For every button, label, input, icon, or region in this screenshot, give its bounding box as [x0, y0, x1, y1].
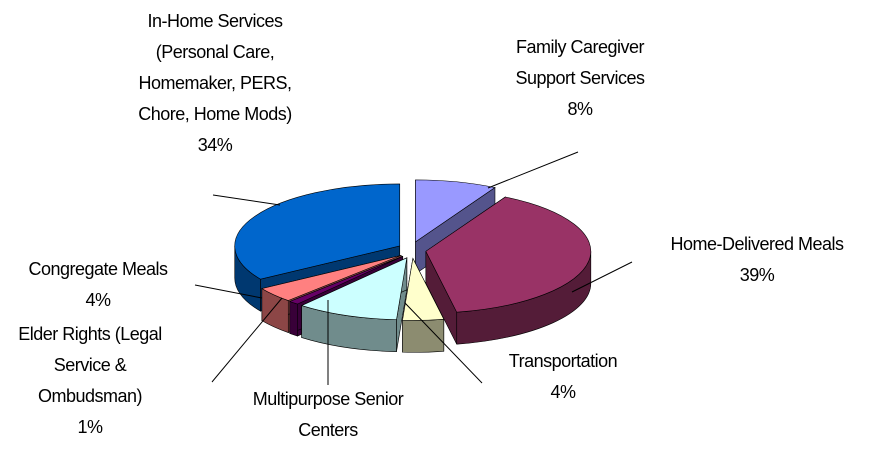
slice-label: Chore, Home Mods) [138, 104, 292, 124]
slice-label: Home-Delivered Meals [670, 234, 844, 254]
slice-top [234, 183, 401, 280]
leader-line [404, 302, 483, 384]
slice-top [288, 256, 403, 305]
slice-label: (Personal Care, [156, 42, 275, 62]
leader-line [571, 261, 633, 293]
slice-top [415, 179, 496, 243]
leader-line [212, 194, 281, 206]
slice-side [402, 318, 445, 353]
leader-line [211, 297, 283, 383]
slice-label: Elder Rights (Legal [18, 324, 162, 344]
slice-top [402, 257, 445, 321]
slice-top [261, 255, 402, 301]
slice-label: Centers [298, 420, 358, 440]
slice-label: Service & [54, 355, 127, 375]
slice-value-label: 8% [567, 99, 593, 119]
slice-value-label: 1% [77, 417, 103, 437]
slice-label: Homemaker, PERS, [138, 73, 291, 93]
slice-value-label: 34% [198, 135, 233, 155]
slice-value-label: 4% [85, 290, 111, 310]
slice-value-label: 39% [740, 265, 775, 285]
leader-line [194, 284, 263, 299]
slice [402, 257, 445, 353]
leader-line [487, 151, 579, 189]
slice-value-label: 4% [550, 382, 576, 402]
slice-label: Support Services [515, 68, 645, 88]
slice-label: Congregate Meals [28, 259, 168, 279]
slice-label: Family Caregiver [516, 37, 645, 57]
slice-label: Ombudsman) [38, 386, 142, 406]
slice-label: Multipurpose Senior [253, 389, 404, 409]
slice-label: Transportation [509, 351, 617, 371]
slice [425, 196, 592, 345]
slice-side [289, 301, 298, 337]
slice-label: In-Home Services [147, 11, 283, 31]
slice-top [425, 196, 592, 313]
